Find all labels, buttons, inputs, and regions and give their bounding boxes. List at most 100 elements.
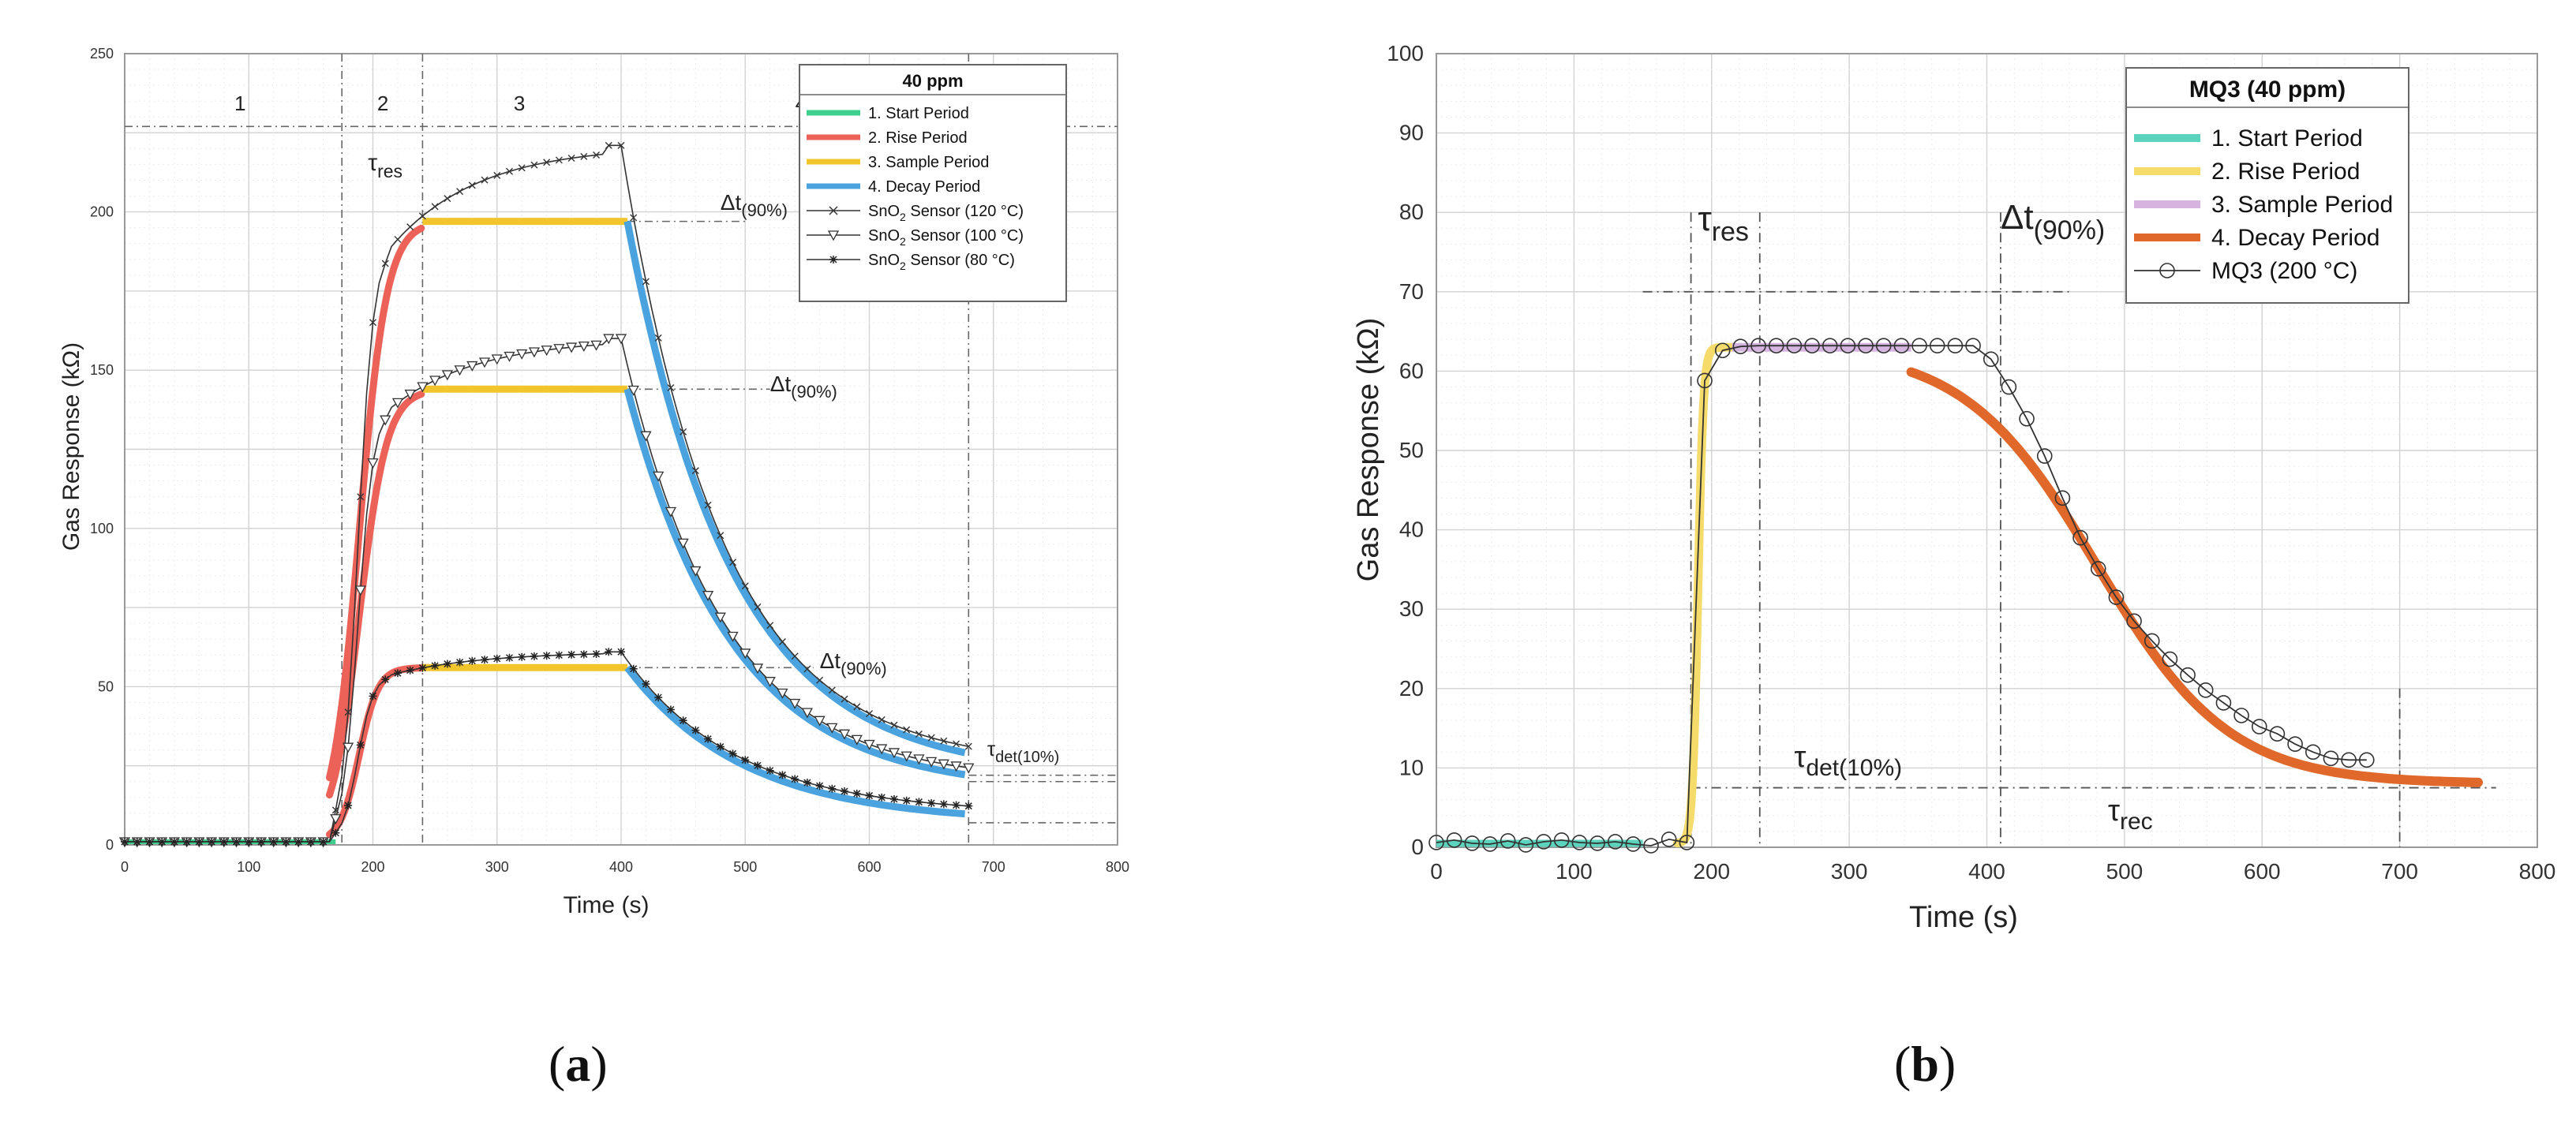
data-point-star	[605, 648, 613, 656]
data-point-x	[778, 638, 786, 645]
data-point-star	[679, 716, 687, 725]
data-point	[1536, 834, 1552, 850]
data-point-x	[853, 703, 861, 711]
data-point-x	[468, 181, 476, 189]
y-tick-label: 90	[1399, 121, 1424, 145]
data-point	[2197, 682, 2214, 698]
data-point-x	[754, 603, 762, 611]
data-point-triangle	[478, 357, 491, 368]
x-tick-label: 300	[485, 859, 509, 875]
y-tick-label: 0	[1411, 835, 1424, 859]
delta-t90-label: Δt(90%)	[721, 190, 788, 220]
data-point-triangle	[541, 346, 552, 357]
delta-t90-label: Δt(90%)	[2001, 198, 2105, 245]
delta-t90-label-symbol: Δt	[820, 648, 841, 673]
legend-marker-x	[829, 206, 838, 215]
tau-det-label-subscript: det(10%)	[1806, 755, 1902, 781]
plot-area	[1436, 53, 2538, 848]
data-point-star	[208, 837, 216, 846]
delta-t90-label-subscript: (90%)	[791, 382, 837, 402]
data-point-x	[903, 726, 911, 734]
data-point-star	[431, 661, 440, 670]
tau-det-label: τdet(10%)	[987, 737, 1059, 766]
delta-t90-label: Δt(90%)	[770, 372, 837, 402]
data-point-star	[158, 837, 167, 846]
data-point-x	[828, 686, 836, 694]
tau-res-label: τres	[1698, 200, 1749, 247]
chart-b: 0 100 200 300 400 500 600 700 800 0 10 20 30 40 50 60 70…	[1352, 41, 2555, 934]
y-tick-label: 150	[90, 362, 114, 378]
y-tick-label: 80	[1399, 200, 1424, 224]
data-point	[1464, 835, 1481, 851]
data-point-triangle	[950, 761, 962, 772]
data-point-triangle	[677, 538, 689, 549]
data-point-x	[704, 501, 712, 509]
data-point-star	[381, 675, 390, 684]
data-point	[1697, 372, 1713, 389]
legend: MQ3 (40 ppm) 1. Start Period 2. Rise Peri…	[2125, 67, 2409, 304]
data-point-star	[704, 734, 713, 743]
x-tick-label: 400	[609, 859, 633, 875]
data-point-star	[927, 799, 936, 808]
data-point	[1929, 338, 1945, 354]
data-point-triangle	[504, 351, 515, 362]
data-point	[1911, 338, 1927, 354]
data-point-x	[493, 171, 501, 179]
data-point-star	[133, 837, 141, 846]
data-point-triangle	[454, 365, 466, 376]
tau-rec-label-subscript: rec	[2120, 809, 2153, 835]
data-point-x	[593, 151, 601, 159]
data-point-triangle	[367, 458, 379, 469]
data-point-x	[456, 188, 464, 196]
data-point-triangle	[553, 344, 565, 355]
data-point-x	[691, 467, 699, 475]
caption-b: (b)	[1894, 1036, 1956, 1092]
data-point	[2323, 750, 2339, 767]
data-point-triangle	[789, 698, 801, 709]
y-tick-label: 20	[1399, 676, 1424, 701]
data-point-triangle	[653, 471, 665, 482]
data-point-triangle	[342, 742, 354, 753]
data-point	[1446, 832, 1462, 848]
data-point	[2215, 695, 2232, 711]
data-point-x	[518, 164, 526, 172]
tau-det-label: τdet(10%)	[1794, 741, 1902, 781]
annotations: τres Δt(90%)τdet(10%)τrec	[1698, 198, 2152, 835]
data-point	[2305, 744, 2321, 760]
data-point	[2287, 736, 2303, 753]
caption-a-letter: a	[565, 1036, 591, 1092]
data-point-x	[841, 695, 848, 703]
data-point	[2269, 726, 2286, 742]
data-point	[1428, 835, 1444, 850]
data-point	[1500, 833, 1516, 849]
legend: 40 ppm 1. Start Period 2. Rise Period 3. S…	[799, 64, 1067, 302]
legend-label: 3. Sample Period	[2211, 192, 2393, 218]
data-point	[1518, 837, 1534, 853]
y-tick-label: 40	[1399, 518, 1424, 542]
data-point-star	[145, 837, 154, 846]
rise-period-line	[1672, 342, 1737, 848]
legend-label-subscript: 2	[900, 235, 906, 248]
x-tick-label: 400	[1968, 859, 2005, 884]
data-point	[1858, 338, 1874, 354]
chart-a: 0 100 200 300 400 500 600 700 800 0 50 100 150 200 250…	[58, 46, 1129, 918]
rise-period-line	[326, 390, 425, 799]
x-axis-label: Time (s)	[564, 892, 650, 918]
data-point	[2162, 651, 2178, 667]
data-point-x	[964, 742, 972, 750]
data-point-triangle	[665, 506, 676, 518]
legend-marker-star	[829, 256, 837, 263]
data-point-star	[505, 653, 514, 662]
x-tick-label: 700	[982, 859, 1005, 875]
y-tick-label: 100	[90, 521, 114, 536]
data-point-x	[654, 334, 662, 342]
data-point-x	[927, 734, 935, 742]
data-point	[1840, 338, 1856, 354]
data-point	[1589, 835, 1605, 851]
data-point-triangle	[615, 334, 627, 345]
y-tick-label: 100	[1387, 41, 1424, 65]
x-tick-label: 0	[1430, 859, 1443, 884]
data-point-star	[468, 656, 477, 665]
data-point-star	[269, 837, 278, 846]
